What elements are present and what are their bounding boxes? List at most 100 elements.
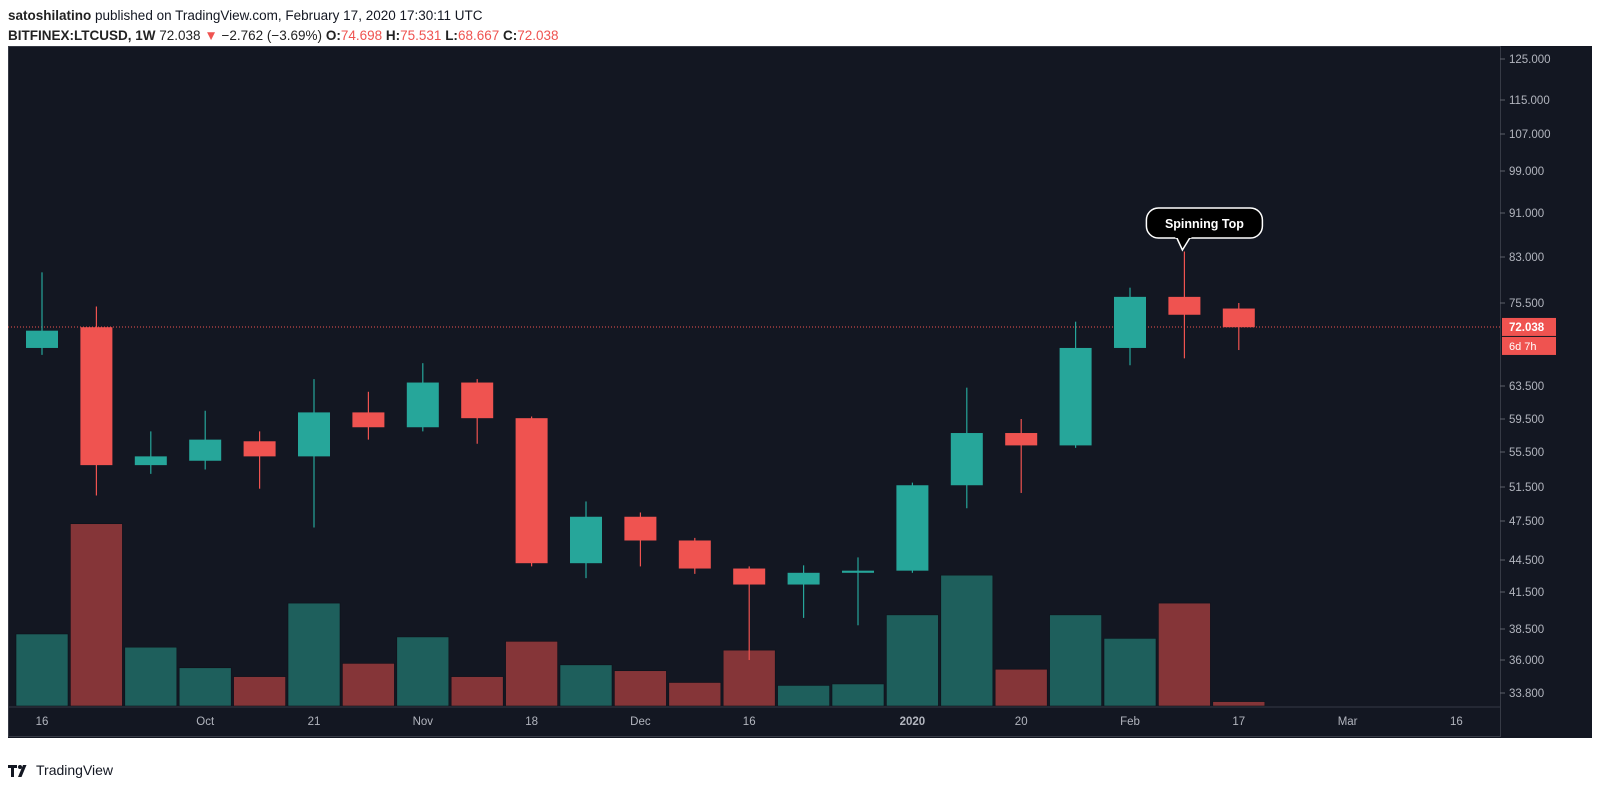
candle-body-down <box>1005 433 1038 446</box>
volume-bar <box>614 670 667 707</box>
volume-bar <box>1049 614 1102 707</box>
countdown-label: 6d 7h <box>1509 341 1537 353</box>
countdown-tag <box>1502 336 1556 355</box>
volume-bar <box>396 636 450 707</box>
candle-body-up <box>896 485 929 571</box>
author-name[interactable]: satoshilatino <box>8 8 92 23</box>
volume-bar <box>124 646 178 707</box>
publish-line: satoshilatino published on TradingView.c… <box>8 6 559 26</box>
y-tick-label: 107.000 <box>1509 129 1551 141</box>
high-label: H: <box>385 28 401 43</box>
x-tick-label: Dec <box>630 716 651 728</box>
candle-body-up <box>950 433 983 486</box>
y-tick-label: 83.000 <box>1509 252 1544 264</box>
y-tick-label: 99.000 <box>1509 166 1544 178</box>
y-tick-label: 38.500 <box>1509 624 1544 636</box>
x-tick-label: Feb <box>1120 716 1140 728</box>
x-tick-label: 17 <box>1232 716 1245 728</box>
high-value: 75.531 <box>400 28 442 43</box>
x-tick-label: 20 <box>1015 716 1028 728</box>
volume-bar <box>1103 638 1157 707</box>
close-value: 72.038 <box>517 28 559 43</box>
x-tick-label: 16 <box>36 716 49 728</box>
volume-bar <box>233 676 286 707</box>
volume-bar <box>178 667 232 707</box>
y-tick-label: 33.800 <box>1509 688 1544 700</box>
y-tick-label: 44.500 <box>1509 555 1544 567</box>
candle-body-up <box>298 412 330 457</box>
footer: TradingView <box>8 762 113 778</box>
y-tick-label: 41.500 <box>1509 587 1544 599</box>
x-tick-label: Mar <box>1338 716 1358 728</box>
chart-header: satoshilatino published on TradingView.c… <box>8 6 559 46</box>
volume-bar <box>994 668 1048 707</box>
x-tick-label: Nov <box>413 716 434 728</box>
x-tick-label: 2020 <box>900 716 926 728</box>
y-tick-label: 36.000 <box>1509 655 1544 667</box>
last-price: 72.038 <box>159 28 201 43</box>
volume-bar <box>342 663 395 707</box>
candle-body-up <box>570 516 602 564</box>
volume-bar <box>886 614 939 707</box>
published-text: published on TradingView.com, February 1… <box>95 8 483 23</box>
candle-body-up <box>1059 347 1092 446</box>
candlestick-chart[interactable]: 125.000 115.000 107.000 99.000 91.000 83.000 7… <box>8 46 1592 738</box>
candle-body-up <box>406 382 439 428</box>
volume-bar <box>70 523 123 707</box>
x-tick-label: 21 <box>308 716 321 728</box>
down-arrow-icon: ▼ <box>204 28 218 43</box>
symbol-label: BITFINEX:LTCUSD, 1W <box>8 28 156 43</box>
candle-body-down <box>678 540 711 569</box>
candle-body-down <box>1222 308 1255 328</box>
current-price-tag <box>1502 317 1556 336</box>
y-tick-label: 115.000 <box>1509 95 1550 107</box>
chart-background <box>8 46 1592 738</box>
y-tick-label: 91.000 <box>1509 208 1544 220</box>
volume-bar <box>559 664 613 707</box>
y-tick-label: 55.500 <box>1509 447 1544 459</box>
candle-body-down <box>352 412 385 428</box>
volume-bar <box>15 633 69 707</box>
volume-bar <box>450 676 504 707</box>
low-value: 68.667 <box>457 28 500 43</box>
close-label: C: <box>503 28 518 43</box>
volume-bar <box>668 682 722 707</box>
x-tick-label: 18 <box>525 716 538 728</box>
tradingview-logo-icon <box>8 765 27 777</box>
y-tick-label: 47.500 <box>1509 516 1544 528</box>
low-label: L: <box>445 28 458 43</box>
y-tick-label: 75.500 <box>1509 298 1544 310</box>
x-tick-label: 16 <box>1450 716 1463 728</box>
ohlc-line: BITFINEX:LTCUSD, 1W 72.038 ▼ −2.762 (−3.… <box>8 26 559 46</box>
volume-bar <box>777 685 830 707</box>
candle-body-up <box>787 572 820 585</box>
current-price-label: 72.038 <box>1509 322 1545 334</box>
open-label: O: <box>325 28 341 43</box>
y-tick-label: 59.500 <box>1509 414 1544 426</box>
annotation-bubble <box>1145 207 1264 239</box>
candle-body-up <box>1114 296 1146 348</box>
price-change: −2.762 (−3.69%) <box>221 28 323 43</box>
volume-bar <box>287 602 341 707</box>
annotation-pointer <box>1175 236 1192 252</box>
candle-body-down <box>515 418 548 564</box>
open-value: 74.698 <box>340 28 383 43</box>
x-tick-label: Oct <box>196 716 215 728</box>
candle-body-up <box>189 439 222 461</box>
volume-bar <box>831 683 885 707</box>
candle-body-up <box>26 330 58 348</box>
candle-body-down <box>624 516 657 541</box>
candle-body-down <box>461 382 494 419</box>
candle-body-down <box>243 441 276 457</box>
x-tick-label: 16 <box>743 716 756 728</box>
y-tick-label: 51.500 <box>1509 482 1544 494</box>
candle-body-down <box>80 327 113 466</box>
volume-bar <box>940 574 994 707</box>
volume-bar <box>1212 701 1266 707</box>
tradingview-brand[interactable]: TradingView <box>36 762 114 778</box>
y-tick-label: 63.500 <box>1509 381 1544 393</box>
y-tick-label: 125.000 <box>1509 54 1551 66</box>
annotation-text: Spinning Top <box>1165 217 1244 231</box>
candle-body-up <box>842 570 874 573</box>
candle-body-up <box>134 456 167 466</box>
